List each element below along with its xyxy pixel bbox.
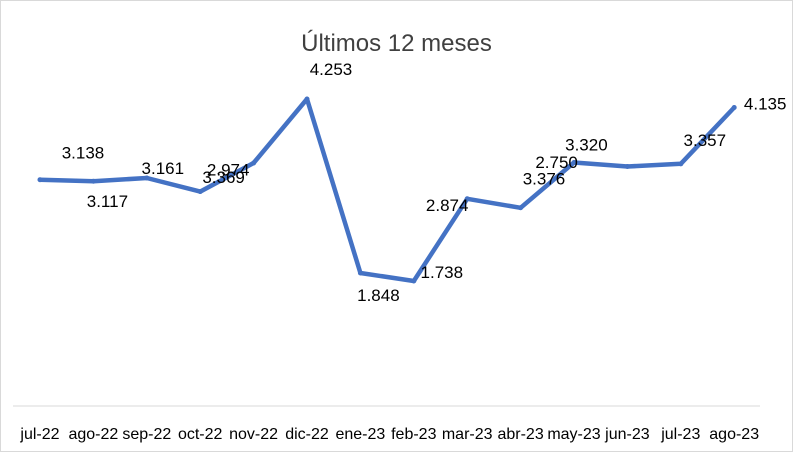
data-point <box>624 164 630 170</box>
data-label: 3.138 <box>62 144 105 163</box>
data-label: 3.369 <box>202 168 245 187</box>
x-tick-label: sep-22 <box>122 426 171 443</box>
x-tick-label: jun-23 <box>604 426 650 443</box>
data-point <box>357 270 363 276</box>
x-tick-label: nov-22 <box>229 426 278 443</box>
data-point <box>678 161 684 167</box>
data-point <box>251 160 257 166</box>
x-tick-label: dic-22 <box>285 426 329 443</box>
data-point <box>304 96 310 102</box>
x-tick-label: abr-23 <box>497 426 543 443</box>
data-point <box>197 189 203 195</box>
x-tick-label: jul-22 <box>19 426 59 443</box>
data-point <box>37 177 43 183</box>
x-tick-label: oct-22 <box>178 426 223 443</box>
data-point <box>411 278 417 284</box>
data-label: 4.135 <box>744 95 787 114</box>
x-tick-label: feb-23 <box>391 426 436 443</box>
data-label: 1.848 <box>357 286 400 305</box>
data-label: 3.376 <box>523 170 566 189</box>
data-point <box>731 105 737 111</box>
x-tick-label: ago-22 <box>68 426 118 443</box>
data-label: 1.738 <box>421 263 464 282</box>
series-line <box>37 96 737 284</box>
data-point <box>144 175 150 181</box>
data-label: 3.320 <box>565 136 608 155</box>
data-point <box>571 159 577 165</box>
data-point <box>518 205 524 211</box>
chart-title: Últimos 12 meses <box>301 30 492 57</box>
x-tick-label: ago-23 <box>709 426 759 443</box>
data-label: 3.357 <box>684 131 727 150</box>
x-tick-label: may-23 <box>547 426 600 443</box>
data-label: 3.117 <box>87 192 128 211</box>
data-point <box>464 196 470 202</box>
x-tick-label: jul-23 <box>660 426 700 443</box>
x-tick-label: ene-23 <box>335 426 385 443</box>
data-label: 2.974 <box>207 161 250 180</box>
data-label: 2.750 <box>535 153 578 172</box>
data-label: 4.253 <box>310 60 353 79</box>
x-tick-label: mar-23 <box>442 426 493 443</box>
data-label: 2.874 <box>426 196 469 215</box>
data-label: 3.161 <box>142 159 185 178</box>
data-point <box>90 178 96 184</box>
